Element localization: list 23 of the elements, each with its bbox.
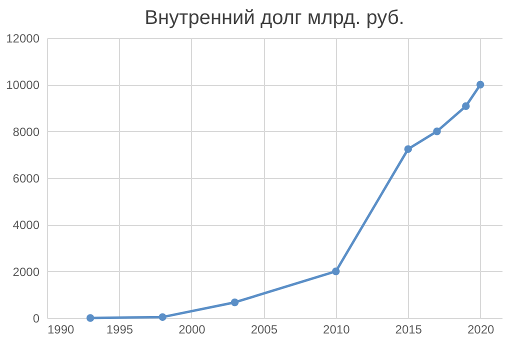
x-tick-label: 1995: [106, 322, 134, 336]
point: [230, 298, 239, 306]
y-tick-label: 8000: [12, 124, 40, 139]
y-tick-label: 6000: [12, 172, 40, 186]
x-tick-label: 2020: [467, 322, 495, 336]
y-tick-label: 2000: [12, 264, 40, 279]
y-tick-label: 0: [32, 312, 40, 326]
point: [158, 313, 166, 321]
point: [86, 314, 94, 322]
point: [462, 102, 470, 110]
point: [433, 127, 441, 136]
y-tick-label: 10000: [6, 78, 40, 92]
x-tick-label: 2015: [395, 322, 422, 336]
y-tick-label: 12000: [6, 32, 40, 46]
chart-title: Внутренний долг млрд. руб.: [144, 7, 404, 29]
x-tick-label: 1990: [48, 322, 75, 336]
point: [332, 267, 340, 276]
point: [404, 145, 412, 153]
x-tick-label: 2000: [178, 322, 206, 336]
x-tick-label: 2010: [323, 322, 350, 336]
x-tick-label: 2005: [250, 322, 278, 336]
point: [476, 80, 484, 89]
y-tick-label: 4000: [12, 218, 40, 232]
